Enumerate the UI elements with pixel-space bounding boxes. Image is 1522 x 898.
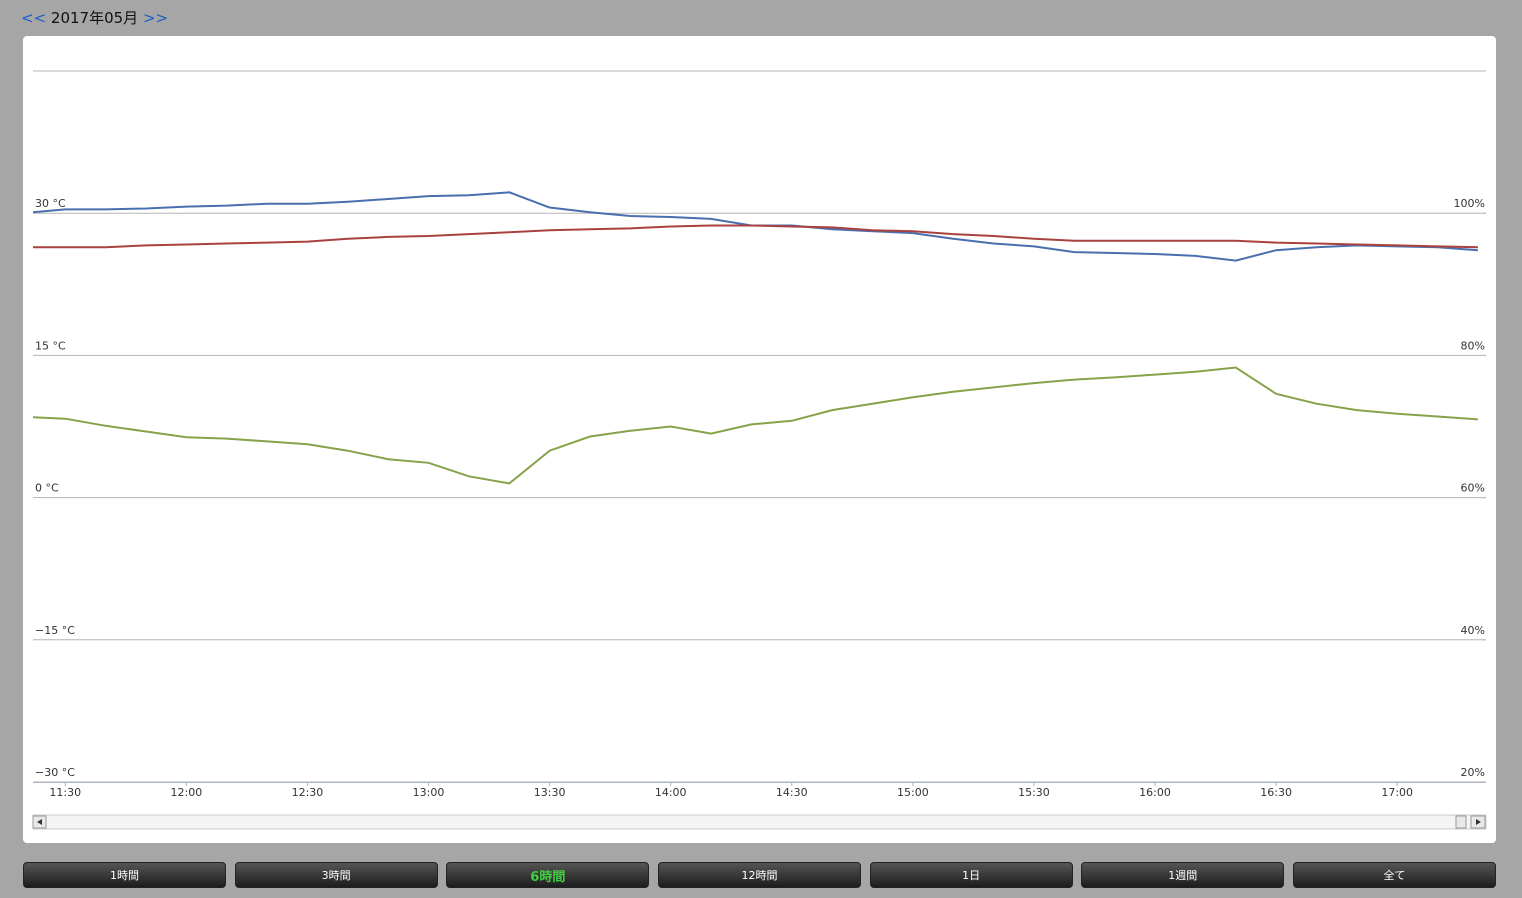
range-button[interactable]: 6時間 — [446, 862, 650, 888]
y2-tick-label: 100% — [1454, 197, 1485, 210]
x-tick-label: 13:00 — [413, 786, 445, 799]
next-link[interactable]: >> — [142, 9, 169, 27]
x-tick-label: 12:00 — [171, 786, 203, 799]
scrollbar[interactable] — [32, 814, 1487, 830]
y-tick-label: 15 °C — [35, 339, 66, 352]
x-tick-label: 12:30 — [292, 786, 324, 799]
x-tick-label: 15:00 — [897, 786, 929, 799]
range-button[interactable]: 12時間 — [657, 862, 861, 888]
x-tick-label: 13:30 — [534, 786, 566, 799]
prev-link[interactable]: << — [21, 9, 47, 27]
month-nav: << 2017年05月 >> — [21, 7, 168, 28]
range-button[interactable]: 1日 — [869, 862, 1073, 888]
y2-tick-label: 80% — [1461, 339, 1485, 352]
chart-panel — [23, 36, 1496, 843]
range-buttons: 1時間 3時間 6時間 12時間 1日 1週間 全て — [23, 862, 1496, 888]
y2-tick-label: 40% — [1461, 624, 1485, 637]
x-tick-label: 16:30 — [1260, 786, 1292, 799]
x-tick-label: 14:00 — [655, 786, 687, 799]
scroll-right-arrow — [1476, 819, 1481, 825]
series-line — [33, 224, 1478, 249]
range-button[interactable]: 1時間 — [23, 862, 226, 888]
y2-tick-label: 20% — [1461, 766, 1485, 779]
x-tick-label: 11:30 — [49, 786, 81, 799]
x-tick-label: 17:00 — [1381, 786, 1413, 799]
series-line — [32, 366, 1478, 485]
y2-tick-label: 60% — [1461, 482, 1485, 495]
range-button[interactable]: 1週間 — [1081, 862, 1285, 888]
y-tick-label: −30 °C — [35, 766, 75, 779]
x-tick-label: 14:30 — [776, 786, 808, 799]
range-button[interactable]: 全て — [1292, 862, 1496, 888]
x-tick-label: 16:00 — [1139, 786, 1171, 799]
scroll-left-arrow — [37, 819, 42, 825]
range-button[interactable]: 3時間 — [234, 862, 438, 888]
y-tick-label: −15 °C — [35, 624, 75, 637]
x-tick-label: 15:30 — [1018, 786, 1050, 799]
month-label: 2017年05月 — [50, 9, 139, 27]
y-tick-label: 0 °C — [35, 482, 59, 495]
scroll-thumb[interactable] — [1455, 815, 1467, 829]
y-tick-label: 30 °C — [35, 197, 66, 210]
